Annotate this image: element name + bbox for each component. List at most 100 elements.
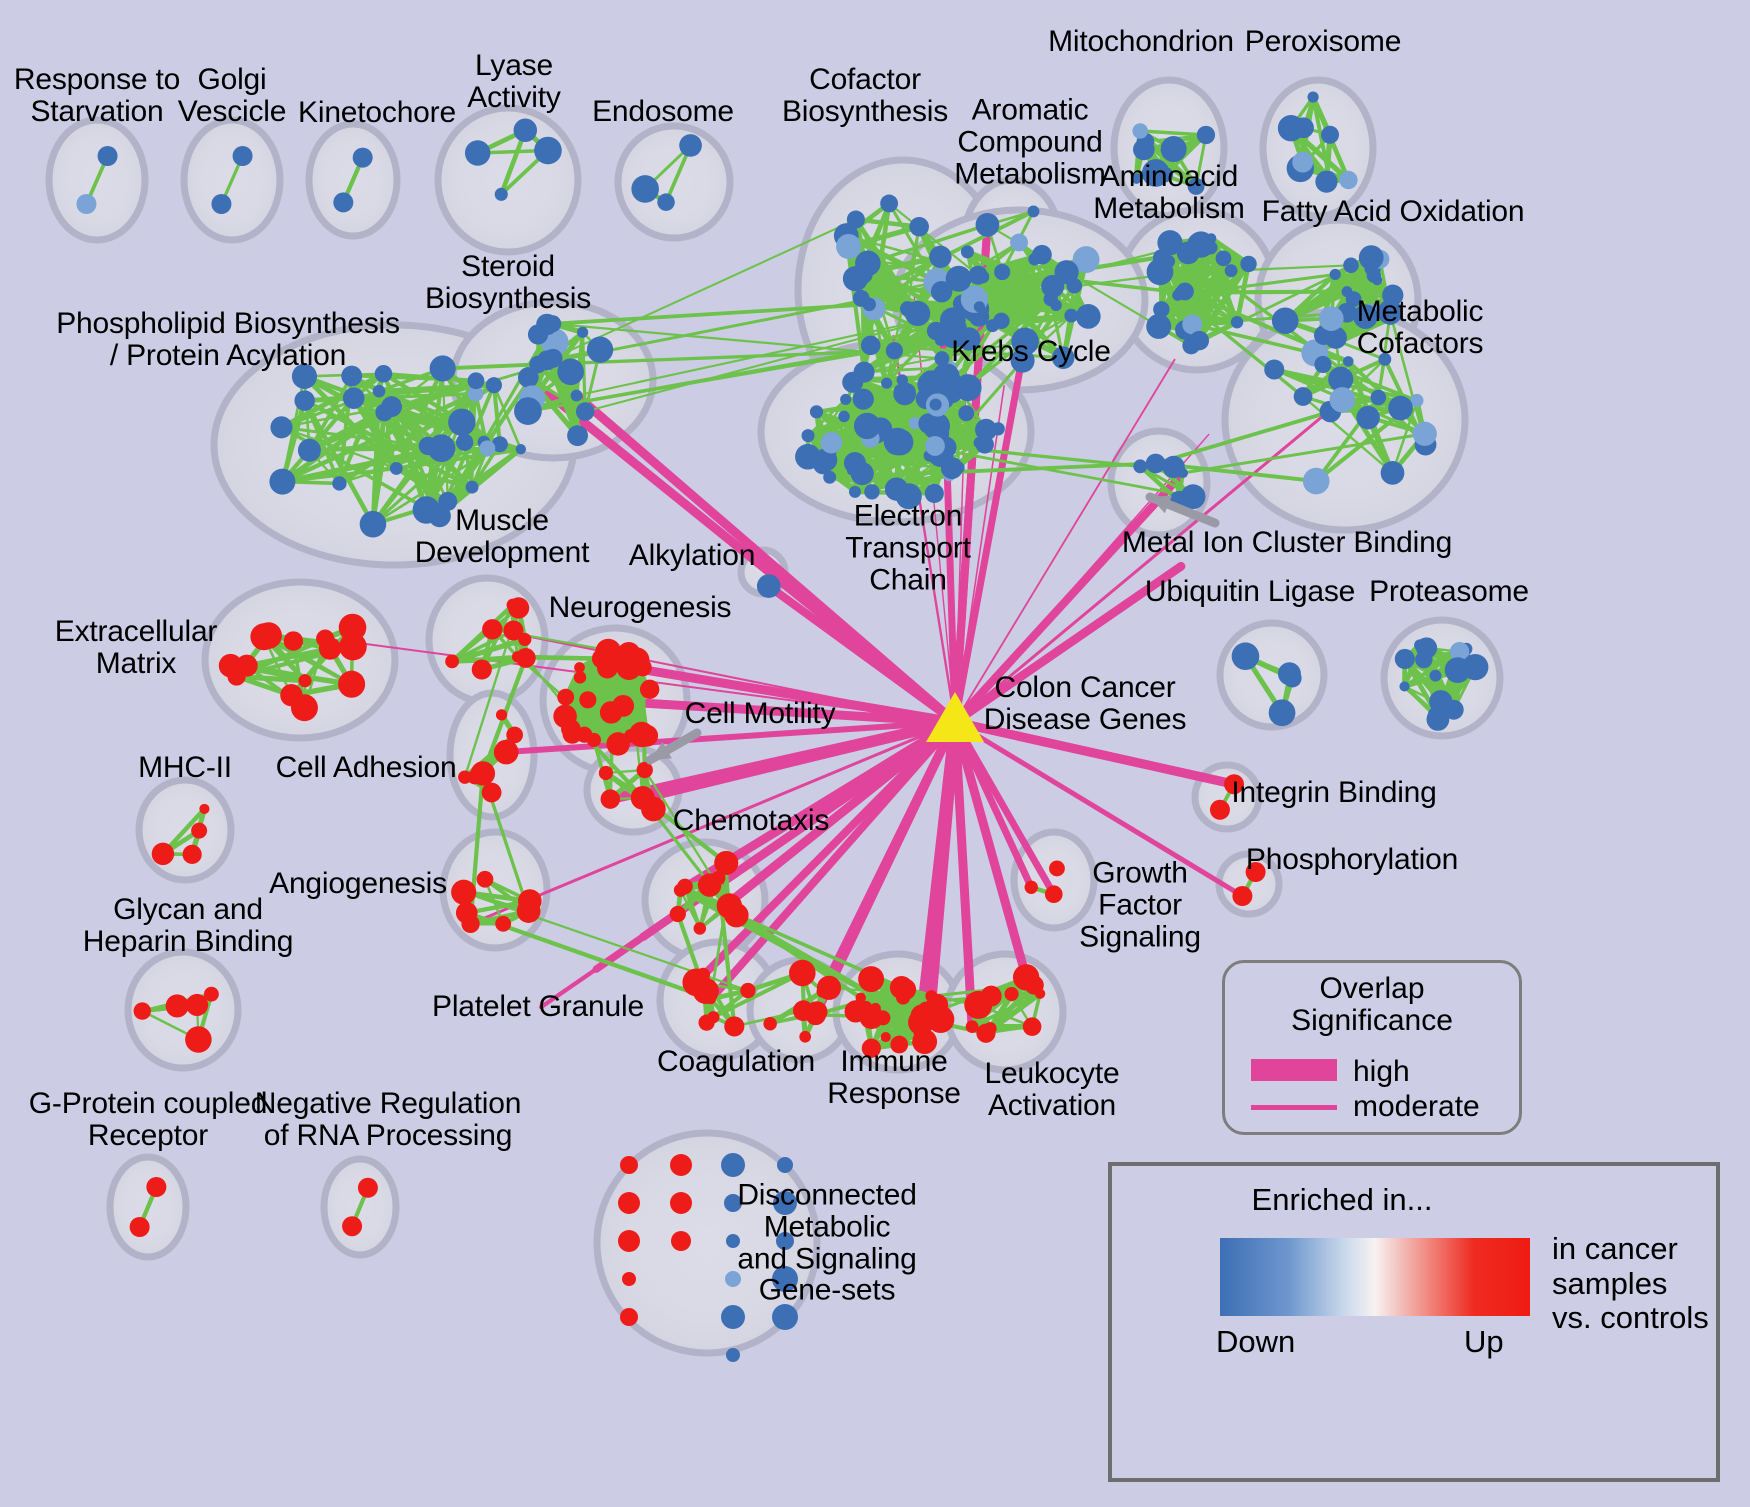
disconnected-node[interactable]: [772, 1304, 798, 1330]
disconnected-node[interactable]: [724, 1194, 742, 1212]
gene-set-node[interactable]: [1414, 639, 1426, 651]
gene-set-node[interactable]: [1153, 301, 1170, 318]
gene-set-node[interactable]: [491, 436, 508, 453]
gene-set-node[interactable]: [1028, 253, 1041, 266]
gene-set-node[interactable]: [883, 427, 912, 456]
gene-set-node[interactable]: [199, 803, 210, 814]
gene-set-node[interactable]: [1010, 233, 1028, 252]
gene-set-node[interactable]: [598, 765, 614, 781]
gene-set-node[interactable]: [929, 398, 942, 411]
gene-set-node[interactable]: [1412, 421, 1437, 446]
gene-set-node[interactable]: [855, 992, 866, 1003]
gene-set-node[interactable]: [900, 301, 916, 317]
gene-set-node[interactable]: [1339, 170, 1358, 190]
gene-set-node[interactable]: [269, 468, 296, 495]
gene-set-node[interactable]: [714, 850, 739, 875]
gene-set-node[interactable]: [885, 342, 903, 360]
gene-set-node[interactable]: [896, 374, 908, 386]
disconnected-node[interactable]: [726, 1348, 740, 1362]
gene-set-node[interactable]: [809, 405, 824, 419]
gene-set-node[interactable]: [925, 990, 938, 1003]
gene-set-node[interactable]: [724, 1016, 745, 1037]
gene-set-node[interactable]: [1318, 306, 1344, 331]
gene-set-node[interactable]: [596, 657, 618, 679]
gene-set-node[interactable]: [467, 372, 485, 390]
disconnected-node[interactable]: [620, 1308, 638, 1326]
gene-set-node[interactable]: [1366, 268, 1382, 283]
gene-set-node[interactable]: [1050, 299, 1062, 312]
gene-set-node[interactable]: [870, 1002, 881, 1014]
gene-set-node[interactable]: [1230, 315, 1244, 329]
gene-set-node[interactable]: [896, 990, 911, 1005]
gene-set-node[interactable]: [1314, 355, 1332, 374]
gene-set-node[interactable]: [1024, 880, 1038, 894]
disconnected-node[interactable]: [726, 1234, 740, 1248]
gene-set-node[interactable]: [97, 146, 118, 166]
gene-set-node[interactable]: [842, 371, 864, 393]
gene-set-node[interactable]: [342, 387, 365, 409]
gene-set-node[interactable]: [1307, 91, 1319, 103]
gene-set-node[interactable]: [333, 192, 354, 213]
gene-set-node[interactable]: [1343, 356, 1354, 367]
gene-set-node[interactable]: [1343, 257, 1359, 274]
gene-set-node[interactable]: [1152, 249, 1171, 267]
gene-set-node[interactable]: [973, 301, 986, 313]
gene-set-node[interactable]: [1321, 125, 1340, 144]
gene-set-node[interactable]: [976, 270, 990, 284]
gene-set-node[interactable]: [255, 622, 282, 649]
gene-set-node[interactable]: [567, 425, 588, 447]
gene-set-node[interactable]: [789, 959, 816, 987]
gene-set-node[interactable]: [925, 436, 945, 456]
gene-set-node[interactable]: [1232, 886, 1253, 906]
gene-set-node[interactable]: [211, 194, 232, 214]
gene-set-node[interactable]: [503, 620, 524, 641]
gene-set-node[interactable]: [557, 688, 575, 706]
gene-set-node[interactable]: [929, 245, 952, 268]
gene-set-node[interactable]: [908, 416, 922, 430]
gene-set-node[interactable]: [562, 724, 583, 744]
gene-set-node[interactable]: [693, 922, 707, 935]
gene-set-node[interactable]: [975, 212, 1000, 237]
gene-set-node[interactable]: [631, 175, 659, 203]
gene-set-node[interactable]: [515, 444, 527, 455]
gene-set-node[interactable]: [1172, 289, 1184, 301]
gene-set-node[interactable]: [185, 993, 209, 1017]
gene-set-node[interactable]: [1075, 304, 1101, 329]
gene-set-node[interactable]: [861, 1038, 881, 1058]
gene-set-node[interactable]: [840, 393, 852, 405]
disconnected-node[interactable]: [671, 1231, 691, 1251]
gene-set-node[interactable]: [448, 408, 476, 436]
gene-set-node[interactable]: [1341, 286, 1353, 298]
gene-set-node[interactable]: [232, 146, 253, 166]
gene-set-node[interactable]: [165, 994, 189, 1018]
gene-set-node[interactable]: [575, 402, 595, 421]
gene-set-node[interactable]: [76, 194, 97, 214]
gene-set-node[interactable]: [1162, 455, 1185, 479]
gene-set-node[interactable]: [185, 1026, 212, 1053]
gene-set-node[interactable]: [514, 397, 542, 425]
gene-set-node[interactable]: [482, 619, 503, 640]
gene-set-node[interactable]: [1187, 177, 1205, 195]
gene-set-node[interactable]: [657, 193, 675, 211]
gene-set-node[interactable]: [1377, 299, 1403, 325]
gene-set-node[interactable]: [465, 480, 479, 494]
gene-set-node[interactable]: [479, 440, 496, 457]
gene-set-node[interactable]: [612, 694, 635, 717]
gene-set-node[interactable]: [1462, 653, 1489, 681]
gene-set-node[interactable]: [133, 1002, 151, 1020]
gene-set-node[interactable]: [855, 250, 881, 277]
gene-set-node[interactable]: [1427, 705, 1448, 727]
gene-set-node[interactable]: [816, 975, 842, 1000]
gene-set-node[interactable]: [1064, 308, 1079, 323]
gene-set-node[interactable]: [993, 312, 1010, 330]
gene-set-node[interactable]: [1380, 461, 1405, 485]
gene-set-node[interactable]: [1187, 231, 1215, 258]
gene-set-node[interactable]: [1240, 255, 1257, 273]
gene-set-node[interactable]: [1449, 641, 1470, 662]
disconnected-node[interactable]: [622, 1272, 636, 1286]
gene-set-node[interactable]: [711, 870, 726, 886]
disconnected-node[interactable]: [776, 1232, 794, 1250]
gene-set-node[interactable]: [517, 367, 539, 388]
gene-set-node[interactable]: [493, 739, 519, 765]
disconnected-node[interactable]: [620, 1156, 638, 1174]
